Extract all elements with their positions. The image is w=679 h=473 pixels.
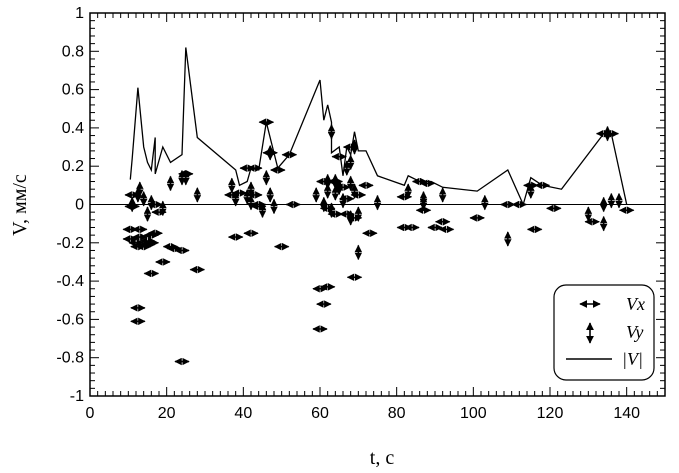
x-tick-label: 100 [460, 405, 487, 422]
y-axis-label: V, мм/с [9, 174, 31, 236]
magnitude-line-layer [129, 47, 628, 207]
y-tick-label: 0 [75, 197, 84, 214]
legend-v-label: |V| [622, 349, 643, 369]
x-tick-label: 40 [234, 405, 252, 422]
y-tick-label: 0.6 [62, 82, 84, 99]
y-tick-label: 0.4 [62, 120, 84, 137]
y-tick-label: -1 [70, 388, 84, 405]
magnitude-line [129, 47, 628, 207]
x-tick-label: 140 [613, 405, 640, 422]
y-tick-label: 0.2 [62, 158, 84, 175]
tick-labels-layer: 0 20 40 60 80 100 120 140 -1 -0.8 -0.6 -0.4 -0.2 0 0.2… [56, 5, 640, 422]
x-tick-label: 20 [158, 405, 176, 422]
legend-vy-label: Vy [626, 322, 643, 342]
y-tick-label: 1 [75, 5, 84, 22]
arrow-markers-layer [122, 118, 635, 366]
y-tick-label: -0.4 [56, 273, 84, 290]
x-tick-label: 80 [388, 405, 406, 422]
x-axis-label: t, c [370, 447, 395, 469]
y-tick-label: -0.6 [56, 311, 84, 328]
tick-layer [89, 12, 666, 397]
legend-box [553, 284, 655, 381]
legend: Vx Vy |V| [553, 284, 655, 381]
x-tick-label: 0 [86, 405, 95, 422]
legend-vx-label: Vx [626, 294, 645, 314]
x-tick-label: 120 [537, 405, 564, 422]
y-tick-label: -0.8 [56, 350, 84, 367]
y-tick-label: -0.2 [56, 235, 84, 252]
y-tick-label: 0.8 [62, 43, 84, 60]
x-tick-label: 60 [311, 405, 329, 422]
